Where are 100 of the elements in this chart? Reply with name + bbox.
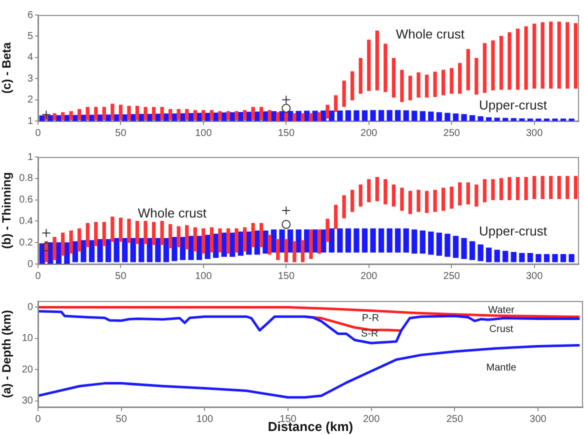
bar bbox=[292, 113, 296, 121]
x-tick-label: 250 bbox=[443, 270, 460, 282]
bar bbox=[494, 250, 500, 262]
x-tick-label: 50 bbox=[115, 270, 127, 282]
annotation: Mantle bbox=[486, 362, 517, 374]
bar bbox=[478, 244, 484, 262]
bar bbox=[193, 110, 197, 120]
bar bbox=[185, 109, 189, 120]
bar bbox=[317, 112, 322, 121]
bar bbox=[210, 110, 214, 120]
bar bbox=[362, 228, 368, 253]
x-tick-label: 100 bbox=[195, 128, 212, 139]
bar bbox=[210, 227, 214, 253]
bar bbox=[160, 106, 164, 120]
bar bbox=[60, 232, 65, 256]
y-tick-label: 2 bbox=[27, 94, 34, 106]
bar bbox=[400, 70, 404, 102]
bar bbox=[424, 74, 429, 98]
bar bbox=[416, 72, 420, 98]
bar bbox=[428, 232, 434, 255]
y-axis-title: (c) - Beta bbox=[0, 42, 14, 94]
bar bbox=[317, 229, 322, 254]
bar bbox=[516, 28, 520, 90]
bar bbox=[354, 228, 360, 253]
bar bbox=[502, 250, 508, 262]
bar bbox=[540, 22, 544, 89]
bar bbox=[469, 115, 476, 121]
bar bbox=[127, 218, 131, 243]
bar bbox=[474, 184, 478, 207]
bar bbox=[300, 113, 305, 121]
x-tick-label: 250 bbox=[443, 128, 460, 139]
bar bbox=[185, 225, 189, 250]
y-tick-label: 30 bbox=[22, 396, 34, 407]
bar bbox=[384, 44, 388, 92]
bar bbox=[94, 222, 98, 246]
bar bbox=[138, 238, 144, 262]
bar bbox=[326, 104, 330, 119]
bar bbox=[163, 238, 170, 262]
y-tick-label: 0.8 bbox=[19, 173, 34, 184]
y-tick-label: 0.6 bbox=[19, 194, 34, 206]
bar bbox=[334, 95, 338, 112]
bar bbox=[362, 110, 368, 121]
bar bbox=[188, 113, 194, 121]
bar bbox=[549, 176, 553, 200]
bar bbox=[218, 228, 222, 253]
bar bbox=[234, 228, 238, 253]
bar bbox=[499, 178, 504, 200]
bar bbox=[502, 118, 508, 121]
bar bbox=[350, 190, 354, 212]
bar bbox=[524, 26, 528, 90]
bar bbox=[461, 238, 467, 259]
bar bbox=[494, 118, 500, 121]
bar bbox=[375, 30, 379, 90]
y-tick-label: 3 bbox=[27, 73, 34, 84]
bar bbox=[458, 182, 462, 206]
bar bbox=[202, 110, 206, 120]
x-tick-label: 50 bbox=[116, 414, 128, 425]
bar bbox=[342, 195, 346, 218]
annotation: Crust bbox=[489, 324, 514, 335]
bar bbox=[386, 228, 392, 253]
bar bbox=[510, 118, 516, 121]
bar bbox=[193, 227, 197, 252]
annotation: Whole crust bbox=[396, 26, 465, 42]
annotation: Water bbox=[488, 305, 516, 316]
point bbox=[282, 104, 291, 113]
bar bbox=[370, 228, 376, 253]
annotation: Upper-crust bbox=[479, 223, 548, 238]
bar bbox=[428, 112, 434, 121]
bar bbox=[242, 110, 247, 120]
bar bbox=[384, 179, 388, 204]
bar bbox=[433, 72, 437, 97]
bar bbox=[442, 70, 446, 96]
bar bbox=[135, 106, 140, 120]
bar bbox=[403, 228, 409, 253]
bar bbox=[519, 118, 525, 121]
bar bbox=[337, 228, 343, 253]
bar bbox=[105, 239, 112, 262]
bar bbox=[300, 240, 305, 262]
bar bbox=[566, 22, 570, 89]
x-tick-label: 200 bbox=[360, 128, 378, 139]
bar bbox=[326, 218, 330, 242]
bar bbox=[262, 230, 268, 254]
bar bbox=[557, 176, 561, 200]
bar bbox=[557, 22, 561, 89]
bar bbox=[284, 239, 288, 262]
bar bbox=[152, 222, 156, 246]
bar bbox=[412, 110, 418, 121]
x-tick-label: 200 bbox=[360, 270, 378, 282]
bar bbox=[69, 111, 73, 120]
bar bbox=[433, 190, 437, 212]
bar bbox=[146, 238, 153, 262]
bar bbox=[358, 58, 362, 94]
bar bbox=[400, 188, 404, 211]
bar bbox=[452, 236, 459, 258]
bar bbox=[88, 240, 95, 262]
bar bbox=[536, 254, 542, 262]
bar bbox=[478, 116, 484, 121]
x-tick-label: 150 bbox=[278, 270, 295, 282]
annotation: Whole crust bbox=[138, 205, 207, 220]
bar bbox=[469, 241, 476, 260]
